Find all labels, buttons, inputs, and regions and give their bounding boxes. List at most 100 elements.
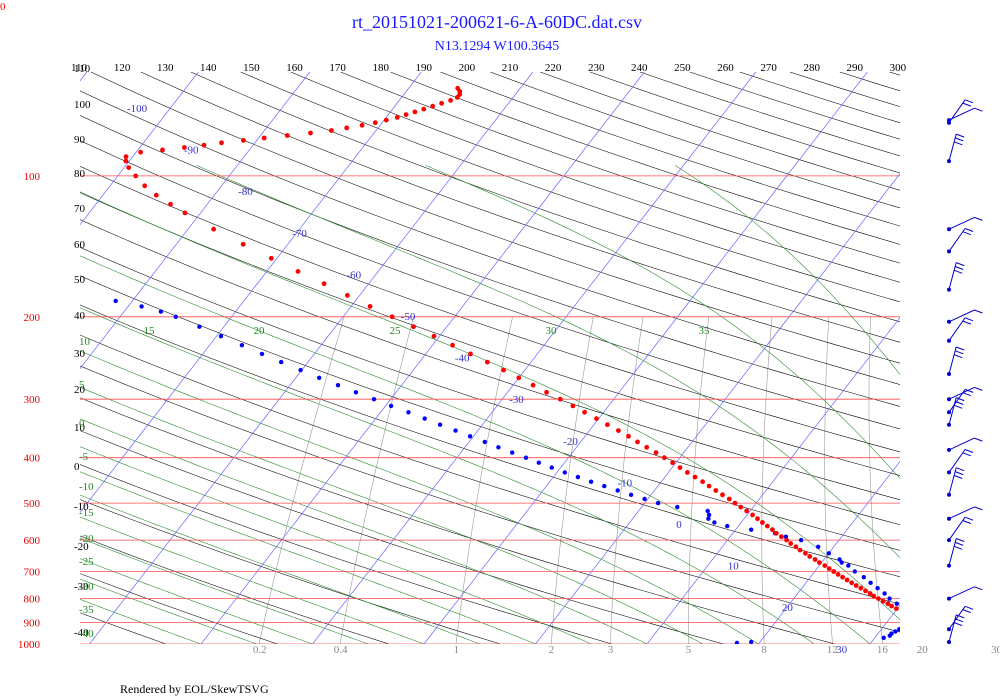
moist-adiabat-label: 30: [546, 325, 558, 337]
chart-subtitle: N13.1294 W100.3645: [435, 39, 560, 54]
dewpoint-point: [655, 500, 661, 506]
temperature-point: [755, 516, 760, 522]
wind-barb: [947, 586, 983, 601]
temperature-point: [240, 241, 246, 247]
theta-left-label: -30: [74, 581, 89, 593]
temperature-point: [516, 375, 522, 381]
temperature-point: [605, 422, 610, 428]
temperature-point: [439, 100, 444, 106]
dry-adiabat-line: [590, 72, 900, 174]
temperature-point: [295, 269, 301, 274]
moist-adiabat-label: 5: [79, 379, 85, 391]
isotherm-label: -70: [292, 228, 307, 240]
temperature-point: [308, 130, 313, 136]
theta-top-label: 250: [674, 62, 691, 74]
temperature-point: [858, 585, 864, 591]
temperature-point: [831, 569, 837, 574]
theta-top-label: 300: [890, 62, 907, 74]
temperature-point: [501, 367, 506, 373]
dewpoint-point: [798, 537, 804, 543]
moist-adiabat-label: -5: [79, 451, 89, 463]
moist-adiabat-label: -30: [79, 581, 94, 593]
theta-top-label: 140: [200, 62, 217, 74]
wind-barb: [947, 516, 974, 543]
temperature-point: [168, 201, 173, 207]
temperature-point: [372, 120, 378, 126]
wind-barbs: [947, 99, 983, 644]
temperature-point: [738, 504, 744, 510]
dewpoint-point: [868, 580, 873, 585]
moist-adiabat-line: [80, 537, 369, 644]
dewpoint-point: [467, 434, 473, 439]
dry-adiabat-line: [80, 397, 835, 644]
mixing-ratio-line: [903, 317, 923, 644]
wind-barb: [947, 506, 983, 521]
temperature-point: [359, 122, 365, 128]
moist-adiabat-label: 15: [144, 325, 156, 337]
wind-barb: [947, 538, 965, 568]
theta-top-label: 210: [502, 62, 519, 74]
mixing-ratio-line: [824, 316, 833, 644]
moist-adiabat-line: [80, 578, 257, 644]
pressure-tick-label: 1000: [18, 639, 41, 651]
theta-left-label: 20: [74, 384, 86, 396]
theta-left-label: 110: [74, 63, 91, 75]
moist-adiabat-line: [80, 494, 480, 644]
mixing-ratio-label: 3: [608, 644, 614, 656]
theta-top-label: 150: [243, 62, 260, 74]
dry-adiabat-line: [739, 72, 900, 124]
mixing-ratio-line: [339, 316, 414, 644]
dewpoint-point: [705, 508, 710, 514]
isotherm-line: [80, 72, 199, 226]
temperature-point: [784, 537, 789, 543]
dewpoint-point: [642, 496, 647, 502]
isotherm-label: -80: [238, 186, 253, 198]
dewpoint-point: [353, 390, 359, 395]
moist-adiabat-line: [80, 516, 425, 644]
pressure-tick-label: 400: [24, 453, 41, 465]
mixing-ratio-line: [761, 316, 773, 644]
temperature-point: [765, 523, 770, 529]
isotherm-label: 30: [836, 644, 848, 656]
isobars: [80, 175, 900, 644]
isotherm-line: [89, 72, 534, 644]
isotherm-label: -50: [401, 311, 416, 323]
temperature-point: [880, 598, 886, 604]
mixing-ratio-label: 30: [991, 644, 1000, 656]
theta-top-label: 170: [329, 62, 346, 74]
temperature-point: [706, 483, 712, 489]
isotherm-label: 20: [782, 602, 794, 614]
mixing-ratio-label: 2: [549, 644, 555, 656]
wind-barb: [947, 99, 974, 125]
dewpoint-point: [317, 375, 322, 380]
isotherm-label: 0: [676, 519, 682, 531]
moist-adiabat-label: -40: [79, 628, 94, 640]
dewpoint-point: [173, 314, 178, 319]
dewpoint-point: [628, 492, 634, 497]
dewpoint-point: [113, 298, 118, 304]
theta-left-label: 100: [74, 99, 91, 111]
moist-adiabat-line: [80, 350, 759, 644]
temperature-point: [411, 324, 416, 330]
temperature-point: [394, 115, 400, 120]
temperature-point: [126, 165, 132, 171]
temperature-point: [867, 591, 873, 596]
dewpoint-point: [887, 596, 892, 601]
temperature-point: [123, 154, 129, 160]
temperature-point: [889, 603, 894, 609]
temperature-point: [835, 572, 841, 577]
dry-adiabat-line: [80, 219, 900, 501]
temperature-point: [812, 557, 818, 562]
temperature-point: [344, 125, 350, 131]
temperature-point: [450, 342, 455, 348]
temperature-point: [389, 314, 395, 320]
wind-barb: [947, 467, 965, 497]
theta-left-label: 40: [74, 310, 86, 322]
dry-adiabat-line: [80, 464, 612, 644]
moist-adiabat-line: [425, 165, 900, 479]
temperature-point: [773, 530, 779, 536]
isotherm-line: [535, 173, 900, 644]
pressure-tick-label: 300: [24, 394, 41, 406]
temperature-point: [744, 508, 750, 514]
temperature-point: [807, 554, 813, 559]
